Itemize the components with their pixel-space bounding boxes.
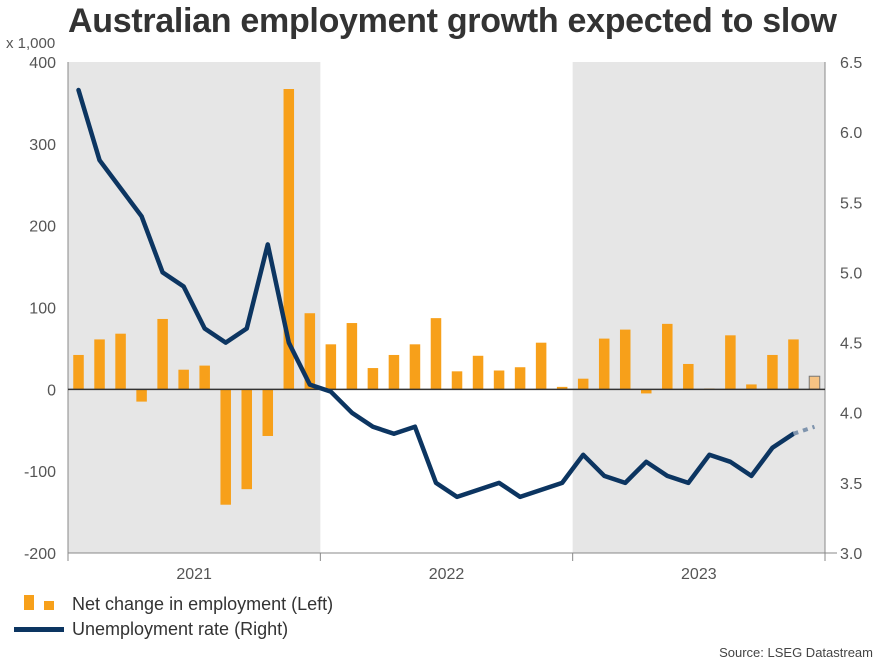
legend-item-employment: Net change in employment (Left) xyxy=(14,592,333,617)
bar-apr-2022 xyxy=(388,354,400,390)
employment-bars xyxy=(73,89,821,505)
year-label-2021: 2021 xyxy=(176,566,212,583)
left-tick-label: 100 xyxy=(29,301,56,318)
year-label-2022: 2022 xyxy=(429,566,465,583)
right-tick-label: 3.0 xyxy=(840,546,862,563)
left-tick-label: -200 xyxy=(24,546,56,563)
bar-aug-2022 xyxy=(472,355,484,390)
right-tick-label: 5.5 xyxy=(840,195,862,212)
bar-aug-2021 xyxy=(220,389,231,505)
unemployment-line xyxy=(76,87,816,500)
bar-feb-2023 xyxy=(598,338,610,390)
year-shading xyxy=(68,62,825,553)
left-tick-label: 400 xyxy=(29,55,56,72)
bar-nov-2023 xyxy=(788,339,799,390)
bar-nov-2021 xyxy=(283,89,295,390)
right-tick-label: 3.5 xyxy=(840,476,862,493)
chart-axes xyxy=(67,62,837,561)
bar-jul-2021 xyxy=(199,365,210,390)
right-tick-label: 4.0 xyxy=(840,406,862,423)
bar-sep-2021 xyxy=(241,389,252,490)
bar-sep-2022 xyxy=(493,370,505,390)
bar-feb-2021 xyxy=(94,339,105,390)
left-tick-label: 200 xyxy=(29,219,56,236)
bar-nov-2022 xyxy=(535,342,547,390)
source-note: Source: LSEG Datastream xyxy=(719,645,873,660)
chart-plot-area: 400 300 200 100 0 -100 -200 6.5 6.0 5.5 5.0 4.5 4.0 3… xyxy=(6,35,862,583)
axis-labels: 400 300 200 100 0 -100 -200 6.5 6.0 5.5 5.0 4.5 4.0 3… xyxy=(6,35,862,583)
bar-may-2022 xyxy=(409,344,421,390)
bar-mar-2022 xyxy=(367,368,379,390)
bar-oct-2022 xyxy=(514,367,526,390)
legend-label-unemployment: Unemployment rate (Right) xyxy=(72,619,289,639)
bar-oct-2021 xyxy=(262,389,274,436)
right-tick-label: 6.5 xyxy=(840,55,862,72)
bar-dec-2021 xyxy=(304,313,316,390)
bar-dec-2022 xyxy=(556,386,568,390)
bar-jan-2022 xyxy=(325,344,337,390)
bar-may-2021 xyxy=(157,318,168,390)
bar-jun-2023 xyxy=(683,363,694,390)
line-swatch-icon xyxy=(14,627,64,632)
bar-may-2023 xyxy=(662,323,673,390)
bar-apr-2023 xyxy=(641,389,652,394)
legend-item-unemployment: Unemployment rate (Right) xyxy=(14,617,333,642)
bar-jun-2021 xyxy=(178,369,189,390)
legend: Net change in employment (Left) Unemploy… xyxy=(14,592,333,642)
unemployment-series-line xyxy=(76,87,796,500)
right-tick-label: 5.0 xyxy=(840,265,862,282)
chart-title: Australian employment growth expected to… xyxy=(68,2,837,40)
right-tick-label: 6.0 xyxy=(840,125,862,142)
bar-mar-2021 xyxy=(115,333,126,390)
left-tick-label: 300 xyxy=(29,137,56,154)
left-tick-label: -100 xyxy=(24,464,56,481)
year-label-2023: 2023 xyxy=(681,566,717,583)
left-tick-label: 0 xyxy=(47,382,56,399)
legend-label-employment: Net change in employment (Left) xyxy=(72,594,334,614)
bar-forecast xyxy=(808,375,821,390)
bar-feb-2022 xyxy=(346,323,358,390)
left-axis-unit: x 1,000 xyxy=(6,35,55,52)
bar-jun-2022 xyxy=(430,318,442,390)
bar-jan-2023 xyxy=(577,378,589,390)
bar-oct-2023 xyxy=(767,354,778,390)
unemployment-forecast-line xyxy=(792,424,816,436)
bar-jul-2022 xyxy=(451,371,463,390)
right-tick-label: 4.5 xyxy=(840,336,862,353)
bar-swatch-icon xyxy=(14,594,60,615)
bar-aug-2023 xyxy=(725,335,736,390)
bar-mar-2023 xyxy=(619,329,631,390)
bar-apr-2021 xyxy=(136,389,147,402)
bar-sep-2023 xyxy=(746,384,757,390)
bar-jan-2021 xyxy=(73,354,84,390)
